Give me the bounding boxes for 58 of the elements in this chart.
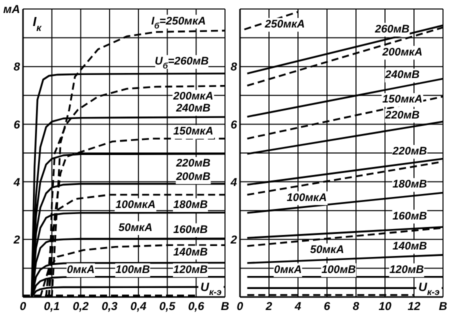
x-tick-label: 0,4 bbox=[130, 301, 148, 314]
annotation: 240мВ bbox=[175, 102, 211, 115]
annotation: 220мВ bbox=[384, 109, 420, 122]
annotation: 180мВ bbox=[173, 198, 208, 211]
annotation: 200мВ bbox=[175, 170, 211, 183]
annotation: 200мкА bbox=[381, 46, 422, 58]
x-tick-label: 0,1 bbox=[44, 301, 60, 314]
annotation: 200мкА bbox=[172, 90, 214, 102]
annotation: 160мВ bbox=[392, 210, 427, 222]
x-tick-label: 10 bbox=[378, 301, 392, 314]
y-tick-label: мА bbox=[3, 4, 20, 16]
annotation: 0мкА bbox=[66, 264, 95, 276]
x-tick-label: 0,2 bbox=[72, 301, 90, 314]
annotation: 50мкА bbox=[118, 222, 153, 234]
annotation: 160мВ bbox=[173, 224, 208, 236]
y-tick-label: 8 bbox=[14, 62, 21, 74]
x-tick-label: 12 bbox=[408, 301, 421, 314]
y-tick-label: 6 bbox=[230, 119, 238, 132]
annotation: 220мВ bbox=[391, 145, 427, 158]
annotation: 0мкА bbox=[274, 264, 302, 276]
annotation: 100мкА bbox=[116, 198, 156, 211]
x-tick-label: 0,6 bbox=[188, 301, 205, 314]
x-tick-label: 0,5 bbox=[159, 301, 176, 314]
x-tick-label: 0 bbox=[20, 301, 27, 314]
annotation: I$_{б}$=250мкА bbox=[151, 15, 206, 30]
annotation: 140мВ bbox=[392, 240, 427, 253]
annotation: 120мВ bbox=[389, 264, 424, 276]
x-axis-title: U$_{к-э}$ bbox=[418, 280, 440, 298]
annotation: 250мкА bbox=[264, 18, 305, 30]
x-tick-label: В bbox=[220, 301, 230, 314]
x-tick-label: 4 bbox=[294, 301, 302, 314]
annotation: 50мкА bbox=[310, 244, 344, 256]
annotation: 220мВ bbox=[175, 158, 211, 170]
x-tick-label: 2 bbox=[264, 301, 273, 314]
annotation: 150мкА bbox=[382, 94, 422, 106]
x-tick-label: 0 bbox=[236, 301, 244, 314]
annotation: 100мкА bbox=[286, 192, 327, 204]
annotation: 100мВ bbox=[115, 264, 150, 276]
annotation: 150мкА bbox=[173, 126, 214, 138]
y-tick-label: 4 bbox=[230, 176, 238, 189]
annotation: 240мВ bbox=[384, 69, 420, 82]
annotation: U$_{б}$=260мВ bbox=[154, 56, 209, 70]
y-axis-title: I$_{к}$ bbox=[32, 14, 42, 34]
y-tick-label: 4 bbox=[12, 176, 21, 189]
annotation: 100мВ bbox=[321, 264, 356, 276]
x-tick-label: В bbox=[438, 301, 448, 314]
annotation: 260мВ bbox=[374, 23, 410, 36]
x-axis-title: U$_{к-э}$ bbox=[200, 280, 222, 298]
x-tick-label: 8 bbox=[352, 301, 360, 314]
y-tick-label: 2 bbox=[230, 234, 238, 246]
x-tick-label: 6 bbox=[324, 301, 331, 314]
y-tick-label: 2 bbox=[12, 234, 21, 246]
x-tick-label: 0,3 bbox=[102, 301, 118, 314]
annotation: 180мВ bbox=[392, 178, 427, 191]
y-tick-label: 6 bbox=[14, 119, 21, 132]
y-tick-label: 8 bbox=[230, 62, 238, 74]
annotation: 120мВ bbox=[173, 264, 208, 276]
annotation: 140мВ bbox=[173, 246, 208, 258]
